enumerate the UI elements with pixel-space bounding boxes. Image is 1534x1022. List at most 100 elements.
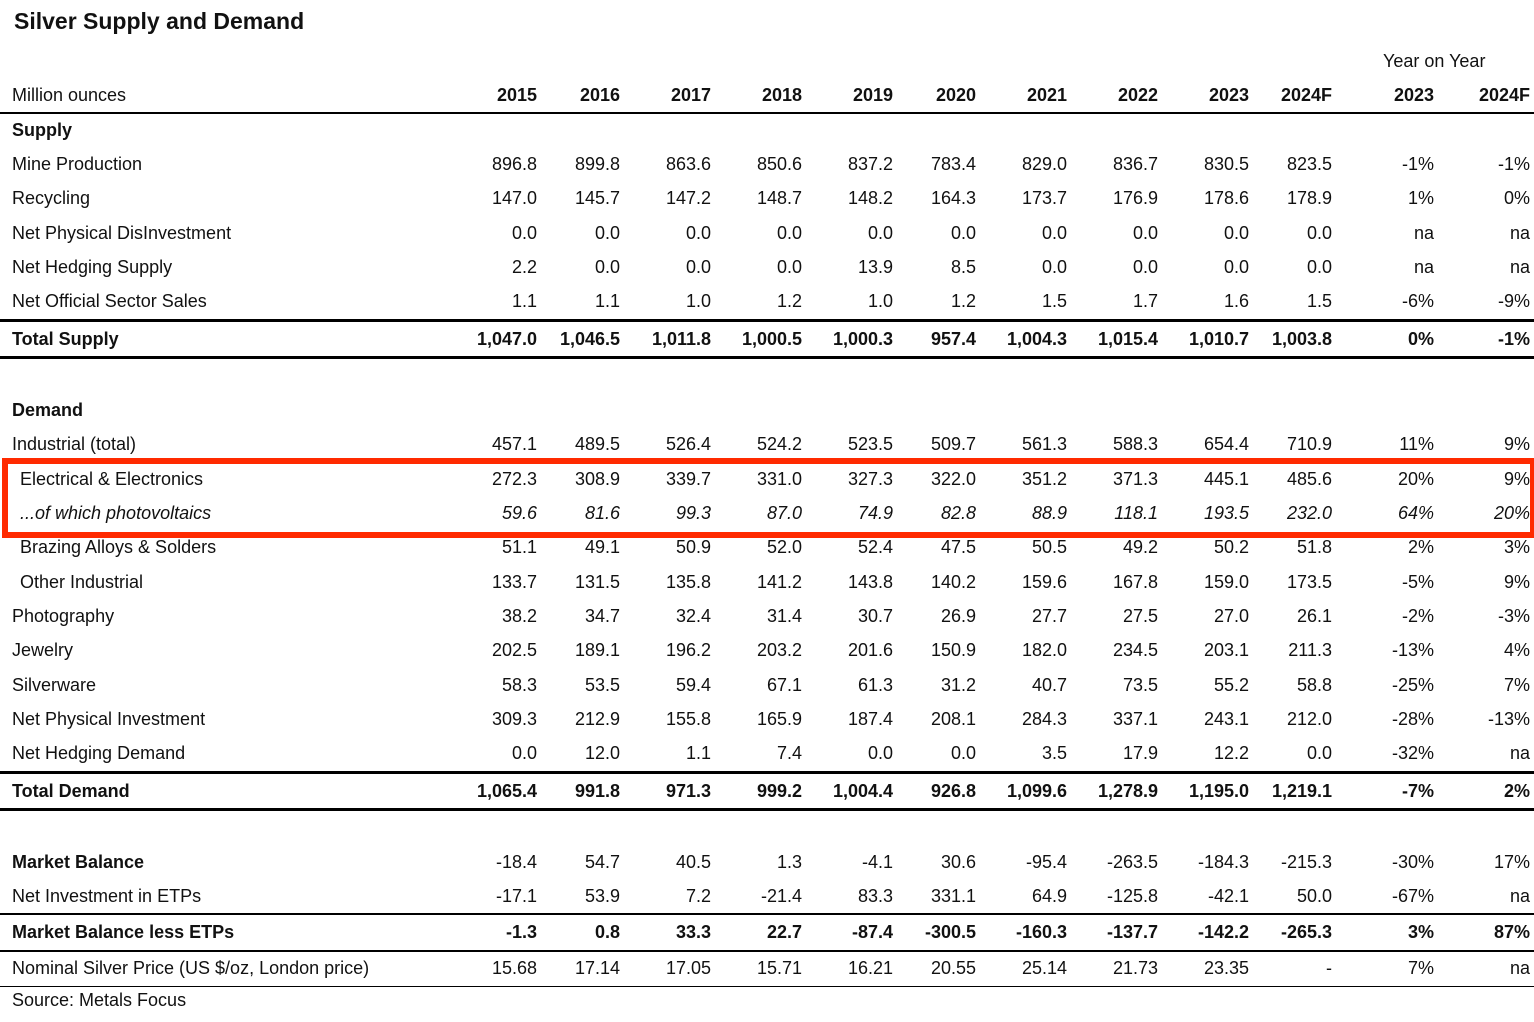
header-label: Million ounces [12,85,127,105]
table-cell: 155.8 [665,709,711,729]
table-cell: -6% [1401,291,1434,311]
table-cell: 457.1 [491,434,537,454]
column-header: 2024F [1280,85,1332,105]
table-cell: 829.0 [1021,154,1067,174]
section-heading-demand: Demand [0,393,1534,427]
section-heading: Supply [12,120,73,140]
column-header: 2023 [1393,85,1434,105]
table-cell: 337.1 [1112,709,1158,729]
table-cell: 284.3 [1021,709,1067,729]
table-cell: 20% [1397,469,1434,489]
table-cell: 371.3 [1112,469,1158,489]
table-cell: 322.0 [930,469,976,489]
table-row-net-hedging-demand: Net Hedging Demand 0.0 12.0 1.1 7.4 0.0 0.0 3.5… [0,736,1534,770]
table-cell: -7% [1401,781,1434,801]
row-label: Other Industrial [20,572,144,592]
table-cell: 308.9 [574,469,620,489]
table-cell: 53.9 [584,886,620,906]
table-row-net-phys-invest: Net Physical Investment 309.3 212.9 155.8 16… [0,702,1534,736]
table-cell: 26.1 [1296,606,1332,626]
table-cell: -30% [1391,852,1434,872]
table-cell: 331.1 [930,886,976,906]
table-cell: -25% [1391,675,1434,695]
table-cell: 1.2 [776,291,802,311]
table-cell: 272.3 [491,469,537,489]
table-cell: 896.8 [491,154,537,174]
table-cell: 38.2 [501,606,537,626]
table-cell: 20.55 [930,958,976,978]
table-cell: 13.9 [857,257,893,277]
table-cell: 0.0 [594,257,620,277]
table-cell: 1,047.0 [476,329,537,349]
table-cell: 524.2 [756,434,802,454]
row-label: Electrical & Electronics [20,469,204,489]
table-cell: 1,010.7 [1188,329,1249,349]
table-cell: -13% [1391,640,1434,660]
row-label: Nominal Silver Price (US $/oz, London pr… [12,958,370,978]
table-cell: 173.7 [1021,188,1067,208]
row-label: Net Physical DisInvestment [12,223,232,243]
balance-less-etps-bottom-rule [0,950,1534,952]
total-demand-top-rule [0,771,1534,774]
column-header: 2024F [1478,85,1530,105]
table-cell: 9% [1503,469,1530,489]
table-cell: 203.2 [756,640,802,660]
table-cell: 165.9 [756,709,802,729]
table-cell: 654.4 [1203,434,1249,454]
table-cell: - [1326,958,1332,978]
table-cell: -1.3 [505,922,537,942]
row-label: Industrial (total) [12,434,137,454]
table-cell: 31.4 [766,606,802,626]
table-cell: 1.5 [1041,291,1067,311]
table-cell: 150.9 [930,640,976,660]
table-cell: 588.3 [1112,434,1158,454]
header-rule [0,112,1534,114]
table-row-electrical: Electrical & Electronics 272.3 308.9 339.7 3… [0,462,1534,496]
table-cell: 485.6 [1286,469,1332,489]
table-cell: -215.3 [1280,852,1332,872]
table-cell: -263.5 [1106,852,1158,872]
table-cell: 40.7 [1031,675,1067,695]
table-cell: 34.7 [584,606,620,626]
table-row-mine-production: Mine Production 896.8 899.8 863.6 850.6 837.2… [0,147,1534,181]
table-cell: 50.0 [1296,886,1332,906]
table-cell: 4% [1503,640,1530,660]
table-cell: 509.7 [930,434,976,454]
table-cell: 7% [1503,675,1530,695]
table-cell: 1.3 [776,852,802,872]
table-cell: 164.3 [930,188,976,208]
table-cell: 173.5 [1286,572,1332,592]
table-cell: 0.0 [1041,223,1067,243]
row-label: Market Balance [12,852,145,872]
table-cell: 1,003.8 [1271,329,1332,349]
table-cell: 33.3 [675,922,711,942]
table-cell: 0.0 [776,223,802,243]
table-cell: 193.5 [1203,503,1249,523]
table-cell: 159.0 [1203,572,1249,592]
table-cell: 50.5 [1031,537,1067,557]
row-label: Total Demand [12,781,130,801]
table-cell: 54.7 [584,852,620,872]
table-cell: 0.0 [1223,223,1249,243]
table-cell: -28% [1391,709,1434,729]
table-cell: 52.4 [857,537,893,557]
column-header: 2017 [670,85,711,105]
table-cell: 0.0 [511,743,537,763]
table-cell: 1,015.4 [1097,329,1158,349]
table-cell: 32.4 [675,606,711,626]
table-cell: 61.3 [857,675,893,695]
table-cell: 710.9 [1286,434,1332,454]
row-label: ...of which photovoltaics [20,503,212,523]
table-cell: 187.4 [847,709,893,729]
table-cell: 1,195.0 [1188,781,1249,801]
table-cell: 1,099.6 [1006,781,1067,801]
table-cell: 7% [1407,958,1434,978]
table-cell: 26.9 [940,606,976,626]
table-cell: 83.3 [857,886,893,906]
table-cell: 1.1 [594,291,620,311]
table-cell: na [1509,886,1530,906]
table-cell: 40.5 [675,852,711,872]
table-cell: 1,219.1 [1271,781,1332,801]
table-cell: 202.5 [491,640,537,660]
row-label: Mine Production [12,154,143,174]
